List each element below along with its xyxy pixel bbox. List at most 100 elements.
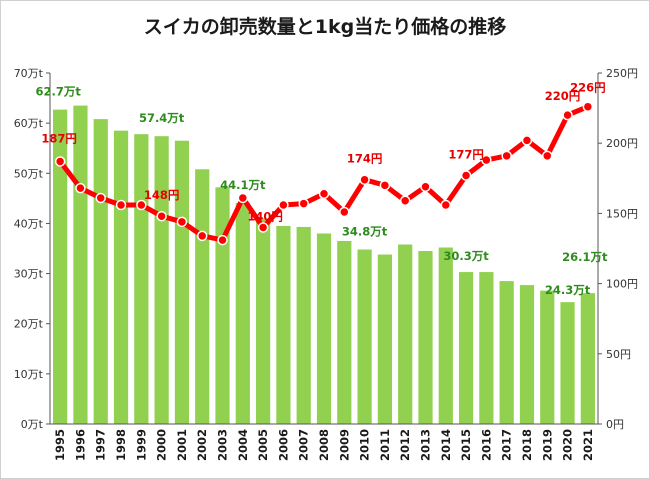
price-point-2014	[440, 199, 452, 211]
y-left-tick-label: 40万t	[14, 217, 44, 230]
x-tick-label: 2017	[500, 429, 514, 461]
y-right-tick-label: 150円	[606, 207, 638, 220]
price-point-2008	[318, 188, 330, 199]
y-left-tick-label: 10万t	[14, 368, 44, 381]
bar-1996	[73, 105, 88, 424]
price-point-2013	[420, 181, 431, 192]
bar-label-2004: 44.1万t	[220, 178, 266, 192]
x-tick-label: 1996	[73, 429, 87, 461]
line-label-1995: 187円	[41, 131, 77, 145]
price-point-2019	[542, 150, 553, 162]
price-point-2016	[481, 154, 492, 166]
bar-2000	[154, 136, 169, 424]
bar-2004	[235, 202, 250, 424]
price-point-2003	[217, 234, 228, 246]
bar-1999	[134, 134, 149, 424]
bar-label-2020: 24.3万t	[545, 283, 591, 297]
bar-2019	[540, 290, 555, 424]
bar-2016	[479, 272, 494, 424]
bar-label-2010: 34.8万t	[342, 225, 388, 239]
x-tick-label: 1998	[114, 429, 128, 461]
x-tick-label: 2020	[561, 429, 575, 461]
price-point-2020	[562, 109, 573, 121]
data-labels: 62.7万t 57.4万t 44.1万t 34.8万t 30.3万t 24.3万t 26.1…	[35, 81, 608, 297]
x-tick-label: 2012	[398, 429, 412, 461]
price-point-2017	[501, 150, 512, 162]
y-left-tick-label: 70万t	[14, 67, 44, 80]
bar-2001	[174, 140, 190, 424]
y-left-tick-label: 0万t	[21, 418, 44, 431]
y-right-tick-label: 250円	[606, 67, 638, 80]
y-left-tick-label: 20万t	[14, 318, 44, 331]
y-right-tick-label: 0円	[606, 418, 624, 431]
bar-2003	[215, 187, 230, 424]
price-point-2000	[156, 210, 167, 222]
y-left-tick-label: 60万t	[14, 117, 44, 130]
x-tick-label: 2014	[439, 429, 453, 461]
bar-2007	[296, 226, 311, 424]
line-label-2015: 177円	[448, 147, 484, 161]
price-point-1998	[115, 199, 127, 211]
price-point-2015	[460, 170, 472, 181]
bar-2009	[337, 240, 352, 424]
bar-2006	[276, 225, 291, 424]
x-tick-label: 2018	[520, 429, 534, 461]
bar-label-2000: 57.4万t	[139, 111, 185, 125]
bar-2017	[499, 281, 514, 424]
bar-2008	[316, 233, 332, 424]
x-tick-label: 2010	[358, 429, 372, 461]
line-label-2005: 140円	[247, 209, 283, 223]
x-tick-label: 2013	[418, 429, 432, 461]
chart-title: スイカの卸売数量と1kg当たり価格の推移	[144, 15, 506, 38]
y-right-tick-label: 50円	[606, 348, 631, 361]
bar-2005	[256, 218, 271, 424]
bar-series	[53, 105, 595, 425]
y-right-tick-label: 200円	[606, 137, 638, 150]
line-label-2000: 148円	[144, 188, 180, 202]
x-tick-label: 1999	[134, 429, 148, 461]
price-point-1995	[54, 156, 66, 167]
y-left-tick-label: 30万t	[14, 268, 44, 281]
price-point-2002	[196, 230, 208, 242]
line-label-2021: 226円	[570, 81, 606, 95]
bar-2013	[418, 251, 433, 424]
bar-2012	[398, 244, 413, 424]
bar-label-2015: 30.3万t	[443, 249, 489, 263]
price-point-2004	[237, 192, 249, 204]
x-tick-label: 2003	[216, 429, 230, 461]
price-point-2009	[339, 206, 350, 218]
bar-2020	[560, 302, 575, 424]
bar-2010	[357, 249, 372, 424]
bar-2002	[195, 169, 210, 424]
x-tick-label: 2015	[459, 429, 473, 461]
x-tick-label: 1997	[94, 429, 108, 461]
x-tick-label: 2011	[378, 429, 392, 461]
price-point-2005	[257, 222, 269, 233]
x-tick-label: 2005	[256, 429, 270, 461]
x-tick-label: 2019	[540, 429, 554, 461]
price-point-2001	[176, 216, 188, 228]
line-label-2020: 220円	[545, 89, 581, 103]
price-point-2021	[582, 101, 594, 112]
bar-label-2021: 26.1万t	[562, 250, 608, 264]
x-tick-label: 2000	[155, 429, 169, 461]
price-point-2007	[298, 198, 309, 209]
price-point-2010	[359, 174, 370, 185]
x-tick-label: 2007	[297, 429, 311, 461]
x-tick-label: 2006	[276, 429, 290, 461]
x-tick-label: 2002	[195, 429, 209, 461]
x-tick-label: 2008	[317, 429, 331, 461]
bar-label-1995: 62.7万t	[35, 85, 81, 99]
price-point-1997	[95, 192, 106, 204]
x-tick-label: 2016	[479, 429, 493, 461]
line-series	[54, 101, 594, 246]
x-tick-label: 2009	[337, 429, 351, 461]
price-point-2011	[379, 180, 391, 191]
bar-2011	[377, 254, 392, 424]
x-tick-label: 2004	[236, 429, 250, 461]
price-point-2012	[399, 195, 411, 207]
price-point-1999	[136, 199, 147, 211]
price-point-2018	[521, 135, 533, 146]
bar-2015	[458, 272, 474, 424]
